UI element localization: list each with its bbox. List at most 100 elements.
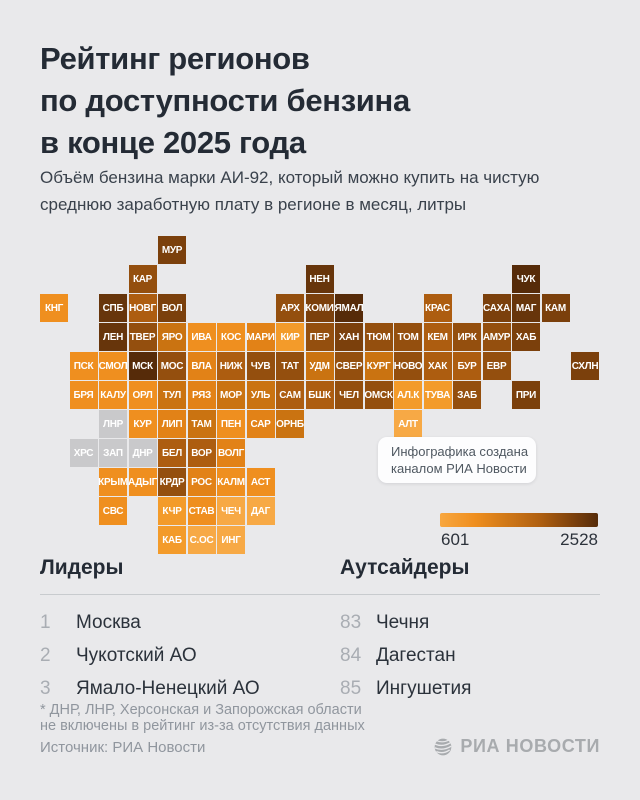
page-title-line: по доступности бензина [40, 83, 410, 118]
legend-max-label: 2528 [560, 530, 598, 549]
region-tile-ЯРО: ЯРО [158, 323, 186, 351]
region-tile-СВС: СВС [99, 497, 127, 525]
region-tile-ОМСК: ОМСК [364, 381, 393, 409]
rank-number: 1 [40, 611, 51, 633]
region-tile-КЧР: КЧР [158, 497, 186, 525]
leaders-list: 1 Москва 2 Чукотский АО 3 Ямало-Ненецкий АО [40, 606, 320, 705]
region-tile-КАЛМ: КАЛМ [217, 468, 245, 496]
region-name: Ингушетия [376, 677, 472, 699]
region-tile-НОВГ: НОВГ [128, 294, 157, 322]
region-tile-ЗАБ: ЗАБ [453, 381, 481, 409]
ria-novosti-logo: РИА НОВОСТИ [433, 736, 600, 757]
region-tile-ТОМ: ТОМ [394, 323, 422, 351]
footnote: * ДНР, ЛНР, Херсонская и Запорожская обл… [40, 702, 365, 734]
annotation-card: Инфографика создана каналом РИА Новости [378, 437, 536, 483]
region-tile-САХА: САХА [482, 294, 511, 322]
region-tile-АЛ.К: АЛ.К [394, 381, 422, 409]
ranking-row: 85 Ингушетия [340, 672, 620, 705]
outsiders-list: 83 Чечня 84 Дагестан 85 Ингушетия [340, 606, 620, 705]
region-tile-ТУВА: ТУВА [423, 381, 452, 409]
region-tile-РЯЗ: РЯЗ [187, 381, 216, 409]
region-tile-КРАС: КРАС [423, 294, 452, 322]
region-tile-ДНР: ДНР [128, 439, 157, 467]
region-tile-ЛИП: ЛИП [158, 410, 186, 438]
region-tile-АЛТ: АЛТ [394, 410, 422, 438]
footnote-line: не включены в рейтинг из-за отсутствия д… [40, 718, 365, 734]
region-name: Москва [76, 611, 141, 633]
region-name: Чукотский АО [76, 644, 197, 666]
region-tile-МОР: МОР [217, 381, 245, 409]
legend-min-label: 601 [441, 530, 470, 549]
leaders-heading: Лидеры [40, 556, 124, 579]
region-tile-КАБ: КАБ [158, 526, 186, 554]
page-subtitle: Объём бензина марки АИ-92, который можно… [40, 168, 540, 214]
ranking-row: 84 Дагестан [340, 639, 620, 672]
region-tile-ПРИ: ПРИ [512, 381, 540, 409]
ranking-row: 83 Чечня [340, 606, 620, 639]
region-tile-map: МУР КАР НЕН ЧУК КНГ СПБ НОВГ ВОЛ АРХ КОМИ ЯМАЛ КРАС… [40, 236, 602, 556]
region-tile-КОМИ: КОМИ [305, 294, 334, 322]
region-tile-ВОЛ: ВОЛ [158, 294, 186, 322]
ranking-row: 1 Москва [40, 606, 320, 639]
region-tile-ЧУК: ЧУК [512, 265, 540, 293]
source-label: Источник: РИА Новости [40, 739, 206, 756]
rank-number: 3 [40, 677, 51, 699]
section-divider [40, 594, 600, 595]
region-tile-ПСК: ПСК [69, 352, 98, 380]
legend-gradient [440, 513, 598, 527]
region-tile-ПЕР: ПЕР [305, 323, 334, 351]
region-tile-БШК: БШК [305, 381, 334, 409]
region-tile-КАЛУ: КАЛУ [99, 381, 127, 409]
ranking-row: 3 Ямало-Ненецкий АО [40, 672, 320, 705]
region-tile-КАР: КАР [128, 265, 157, 293]
region-tile-КУРГ: КУРГ [364, 352, 393, 380]
region-tile-ЯМАЛ: ЯМАЛ [335, 294, 364, 322]
region-tile-БРЯ: БРЯ [69, 381, 98, 409]
footnote-line: * ДНР, ЛНР, Херсонская и Запорожская обл… [40, 702, 362, 718]
region-tile-НОВО: НОВО [394, 352, 423, 380]
ranking-row: 2 Чукотский АО [40, 639, 320, 672]
rank-number: 85 [340, 677, 362, 699]
region-tile-АДЫГ: АДЫГ [128, 468, 157, 496]
region-tile-КУР: КУР [128, 410, 157, 438]
region-tile-МАРИ: МАРИ [246, 323, 275, 351]
region-name: Дагестан [376, 644, 456, 666]
region-tile-ХАБ: ХАБ [512, 323, 540, 351]
region-tile-МСК: МСК [128, 352, 157, 380]
logo-text: РИА НОВОСТИ [460, 736, 600, 756]
region-tile-С.ОС: С.ОС [187, 526, 216, 554]
region-tile-СМОЛ: СМОЛ [99, 352, 128, 380]
region-tile-ВЛА: ВЛА [187, 352, 216, 380]
region-tile-КАМ: КАМ [541, 294, 570, 322]
rank-number: 83 [340, 611, 362, 633]
region-tile-ДАГ: ДАГ [246, 497, 275, 525]
region-tile-ВОЛГ: ВОЛГ [217, 439, 245, 467]
region-tile-ТВЕР: ТВЕР [128, 323, 157, 351]
page-title: Рейтинг регионов по доступности бензина … [40, 38, 410, 164]
region-tile-КРДР: КРДР [158, 468, 186, 496]
region-tile-ЕВР: ЕВР [482, 352, 511, 380]
region-tile-ИНГ: ИНГ [217, 526, 245, 554]
region-tile-ЛЕН: ЛЕН [99, 323, 127, 351]
region-tile-МОС: МОС [158, 352, 186, 380]
region-tile-СВЕР: СВЕР [335, 352, 363, 380]
region-tile-АСТ: АСТ [246, 468, 275, 496]
region-tile-МУР: МУР [158, 236, 186, 264]
region-tile-ИВА: ИВА [187, 323, 216, 351]
region-tile-ХАК: ХАК [423, 352, 452, 380]
region-tile-НЕН: НЕН [305, 265, 334, 293]
region-tile-АРХ: АРХ [276, 294, 304, 322]
rank-number: 84 [340, 644, 362, 666]
rank-number: 2 [40, 644, 51, 666]
region-tile-ТУЛ: ТУЛ [158, 381, 186, 409]
region-tile-ПЕН: ПЕН [217, 410, 245, 438]
region-tile-ОРЛ: ОРЛ [128, 381, 157, 409]
region-tile-ЛНР: ЛНР [99, 410, 127, 438]
region-tile-АМУР: АМУР [482, 323, 511, 351]
region-tile-ЧУВ: ЧУВ [246, 352, 275, 380]
page-title-line: в конце 2025 года [40, 125, 306, 160]
region-tile-КЕМ: КЕМ [423, 323, 452, 351]
region-tile-НИЖ: НИЖ [217, 352, 245, 380]
region-tile-ЧЕЛ: ЧЕЛ [335, 381, 363, 409]
